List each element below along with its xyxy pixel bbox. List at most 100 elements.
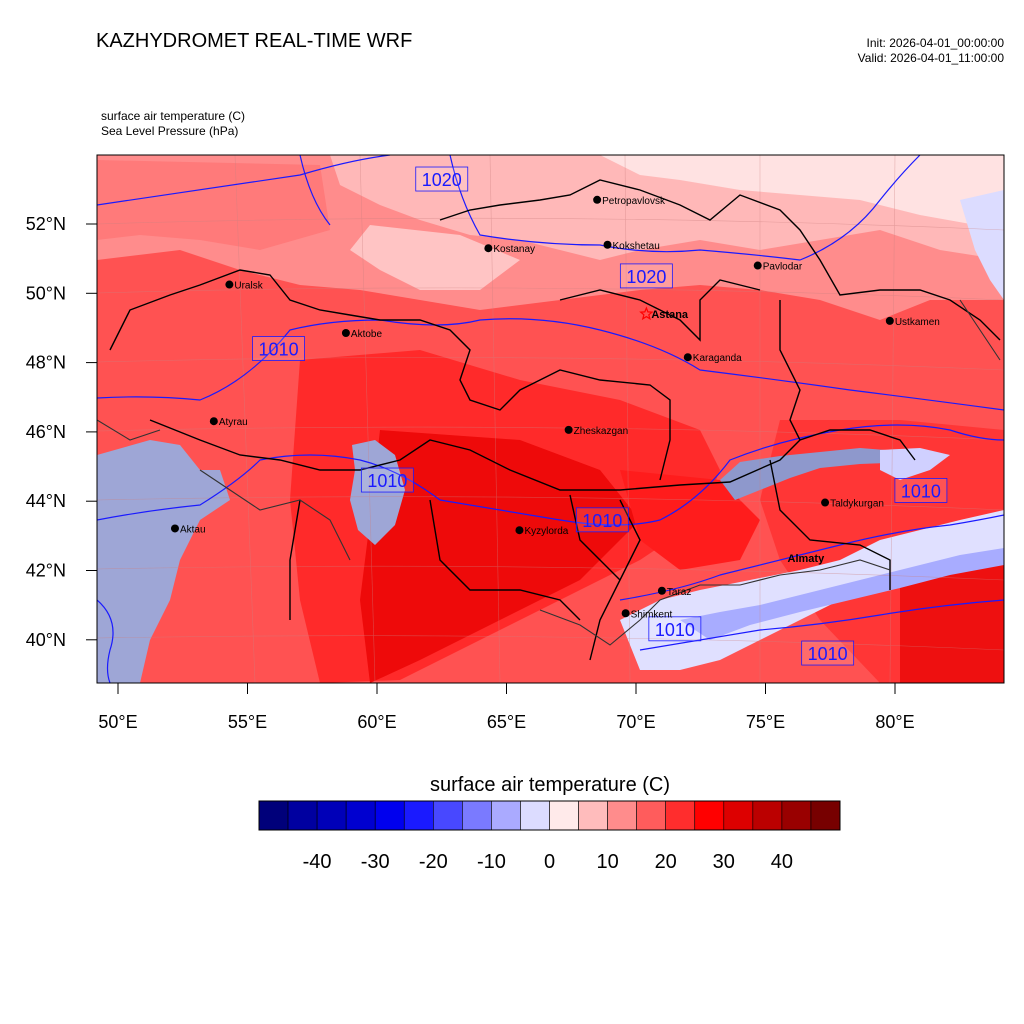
colorbar-swatch xyxy=(462,800,492,831)
city-label: Ustkamen xyxy=(895,317,940,328)
city-dot-icon xyxy=(484,244,493,253)
graticule xyxy=(97,155,1004,683)
city-label: Karaganda xyxy=(693,353,742,364)
lat-tick-label: 52°N xyxy=(26,214,66,234)
lon-tick-label: 50°E xyxy=(98,712,137,732)
isobar-label-box xyxy=(415,166,469,192)
colorbar-swatch xyxy=(403,800,434,831)
isobar-label-box xyxy=(801,640,855,666)
isobar-label-box xyxy=(252,336,305,361)
lake-balkhash xyxy=(720,448,915,500)
colorbar-swatch xyxy=(781,800,812,831)
lon-tick-label: 55°E xyxy=(228,712,267,732)
longitude-axis: 50°E 55°E 60°E 65°E 70°E 75°E 80°E xyxy=(98,683,915,732)
city-label: Petropavlovsk xyxy=(602,196,666,207)
colorbar-swatch xyxy=(345,800,376,831)
lat-tick-label: 40°N xyxy=(26,630,66,650)
colorbar-label: 40 xyxy=(771,851,793,873)
colorbar-label: 0 xyxy=(544,851,555,873)
city-dot-icon xyxy=(593,195,602,204)
isobar-labels: 1020 1020 1010 1010 1010 1010 1010 1010 xyxy=(252,166,948,666)
isobar-label: 1010 xyxy=(901,481,941,501)
city-dot-icon xyxy=(657,586,666,595)
temp-zone-west xyxy=(97,160,330,250)
colorbar-label: -20 xyxy=(419,851,448,873)
isobar-label: 1020 xyxy=(626,267,666,287)
mountain-coldest-zone xyxy=(680,548,1004,640)
colorbar-swatch xyxy=(491,800,521,831)
colorbar-swatch xyxy=(723,800,754,831)
city-dot-icon xyxy=(515,526,524,535)
city-dot-icon xyxy=(225,280,234,289)
city-label: Shimkent xyxy=(631,609,673,620)
city-label: Taldykurgan xyxy=(830,499,884,510)
city-dot-icon xyxy=(621,609,630,618)
latitude-axis: 52°N 50°N 48°N 46°N 44°N 42°N 40°N xyxy=(26,214,97,650)
city-dot-icon xyxy=(753,261,762,270)
city-label: Taraz xyxy=(667,587,691,598)
variable-pressure: Sea Level Pressure (hPa) xyxy=(101,124,239,138)
colorbar-swatch xyxy=(578,800,608,831)
map-frame xyxy=(96,154,1005,684)
city-label: Kokshetau xyxy=(613,241,660,252)
isobar-label-box xyxy=(648,616,702,642)
city-dot-icon xyxy=(683,353,692,362)
city-label: Atyrau xyxy=(219,417,248,428)
init-time: Init: 2026-04-01_00:00:00 xyxy=(866,36,1004,50)
isobars xyxy=(97,155,1004,683)
mountain-cold-patch xyxy=(880,448,950,480)
colorbar-swatch xyxy=(694,800,725,831)
region-borders xyxy=(109,179,1001,661)
colorbar-label: -30 xyxy=(361,851,390,873)
isobar-label-box xyxy=(894,478,948,503)
colorbar-swatch xyxy=(636,800,667,831)
colorbar-swatch xyxy=(432,800,463,831)
lat-tick-label: 44°N xyxy=(26,491,66,511)
valid-time: Valid: 2026-04-01_11:00:00 xyxy=(857,51,1004,65)
colorbar-label: 30 xyxy=(713,851,735,873)
city-markers: Petropavlovsk Kostanay Kokshetau Pavlodar Ur… xyxy=(170,195,940,620)
isobar-label: 1010 xyxy=(367,471,407,491)
city-dot-icon xyxy=(821,498,830,507)
colorbar-swatch xyxy=(549,800,579,831)
city-dot-icon xyxy=(170,524,179,533)
altai-cold-zone xyxy=(960,190,1004,300)
isobar-label-box xyxy=(575,507,629,533)
aral-sea xyxy=(350,440,405,545)
lat-tick-label: 50°N xyxy=(26,283,66,303)
city-dot-icon xyxy=(209,417,218,426)
lat-tick-label: 48°N xyxy=(26,353,66,373)
capital-star-icon xyxy=(639,306,654,321)
city-label: Aktobe xyxy=(351,329,383,340)
city-dot-icon xyxy=(603,240,612,249)
city-label: Almaty xyxy=(788,553,826,565)
colorbar-label: -40 xyxy=(303,851,332,873)
variable-temperature: surface air temperature (C) xyxy=(101,109,246,123)
city-dot-icon xyxy=(564,425,573,434)
time-info: Init: 2026-04-01_00:00:00 Valid: 2026-04… xyxy=(858,36,1004,66)
city-dot-icon xyxy=(341,328,350,337)
colorbar-swatch xyxy=(374,800,405,831)
isobar-label-box xyxy=(360,467,414,493)
city-label: Aktau xyxy=(180,524,206,535)
isobar-label: 1010 xyxy=(808,644,848,664)
lat-tick-label: 46°N xyxy=(26,422,66,442)
colorbar-label: 10 xyxy=(596,851,618,873)
colorbar-swatch xyxy=(287,800,318,831)
colorbar-swatch xyxy=(258,800,289,831)
lon-tick-label: 70°E xyxy=(616,712,655,732)
lon-tick-label: 75°E xyxy=(746,712,785,732)
lon-tick-label: 80°E xyxy=(875,712,914,732)
city-label: Astana xyxy=(651,309,689,321)
map-field xyxy=(97,155,1004,683)
colorbar-swatch xyxy=(520,800,550,831)
city-label: Uralsk xyxy=(234,281,263,292)
city-label: Kostanay xyxy=(493,244,535,255)
temp-zone-patch xyxy=(350,225,520,290)
city-label: Kyzylorda xyxy=(524,526,568,537)
variable-list: surface air temperature (C) Sea Level Pr… xyxy=(101,109,245,139)
city-label: Zheskazgan xyxy=(574,426,628,437)
isobar-label: 1010 xyxy=(259,340,299,360)
lon-tick-label: 65°E xyxy=(487,712,526,732)
